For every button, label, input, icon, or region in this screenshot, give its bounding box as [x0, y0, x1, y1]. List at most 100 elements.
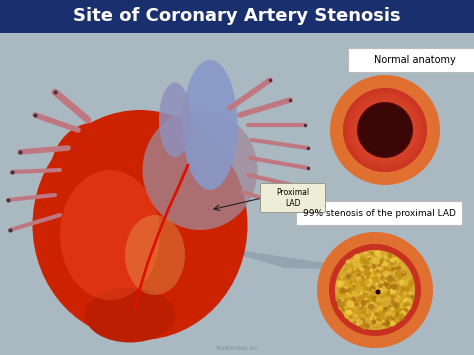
- Polygon shape: [205, 245, 370, 270]
- Circle shape: [406, 302, 410, 307]
- Circle shape: [374, 320, 377, 323]
- Circle shape: [372, 294, 375, 298]
- Circle shape: [397, 304, 402, 309]
- Circle shape: [375, 290, 379, 295]
- Ellipse shape: [182, 60, 237, 190]
- Circle shape: [398, 313, 404, 319]
- Circle shape: [339, 289, 346, 296]
- Circle shape: [360, 291, 365, 296]
- Circle shape: [383, 271, 389, 277]
- Circle shape: [382, 310, 386, 315]
- Circle shape: [362, 309, 366, 314]
- Circle shape: [359, 285, 365, 291]
- Circle shape: [365, 307, 367, 310]
- Circle shape: [401, 294, 405, 298]
- Circle shape: [345, 280, 347, 282]
- Circle shape: [405, 286, 410, 291]
- Circle shape: [347, 279, 349, 281]
- Circle shape: [350, 288, 356, 295]
- Circle shape: [374, 291, 377, 294]
- Circle shape: [383, 282, 388, 286]
- Circle shape: [383, 317, 388, 322]
- Circle shape: [360, 320, 366, 326]
- Circle shape: [362, 294, 367, 299]
- Circle shape: [365, 281, 371, 287]
- Circle shape: [395, 271, 398, 274]
- Circle shape: [393, 270, 400, 276]
- Circle shape: [338, 280, 342, 284]
- Circle shape: [399, 294, 401, 296]
- Circle shape: [359, 304, 362, 307]
- Circle shape: [392, 260, 397, 265]
- Circle shape: [362, 286, 368, 292]
- Circle shape: [356, 321, 362, 327]
- Circle shape: [347, 266, 352, 271]
- Circle shape: [393, 279, 395, 282]
- Circle shape: [376, 318, 381, 323]
- Circle shape: [396, 318, 399, 322]
- Circle shape: [343, 88, 427, 172]
- Circle shape: [401, 288, 407, 295]
- Circle shape: [346, 311, 349, 314]
- Circle shape: [343, 276, 349, 282]
- Circle shape: [375, 279, 378, 282]
- Circle shape: [346, 263, 352, 269]
- Circle shape: [377, 273, 381, 277]
- Circle shape: [356, 262, 362, 268]
- Circle shape: [380, 263, 382, 266]
- Circle shape: [356, 276, 362, 282]
- Circle shape: [372, 254, 375, 257]
- Circle shape: [347, 308, 352, 313]
- Circle shape: [391, 294, 394, 297]
- Circle shape: [341, 293, 347, 299]
- Circle shape: [371, 297, 374, 301]
- Circle shape: [392, 303, 395, 307]
- Circle shape: [393, 298, 396, 300]
- Circle shape: [394, 303, 400, 309]
- Circle shape: [344, 267, 348, 271]
- Circle shape: [317, 232, 433, 348]
- Circle shape: [390, 257, 395, 263]
- Circle shape: [375, 297, 381, 302]
- Circle shape: [337, 296, 342, 301]
- Circle shape: [387, 253, 392, 258]
- FancyBboxPatch shape: [0, 0, 474, 33]
- Circle shape: [352, 313, 356, 316]
- Circle shape: [357, 102, 413, 158]
- Circle shape: [388, 254, 392, 258]
- Circle shape: [367, 279, 372, 284]
- Circle shape: [387, 290, 392, 295]
- Circle shape: [408, 279, 414, 285]
- Circle shape: [363, 305, 370, 311]
- Circle shape: [409, 283, 412, 286]
- Circle shape: [373, 302, 377, 306]
- Circle shape: [376, 305, 378, 307]
- Circle shape: [338, 289, 345, 296]
- Circle shape: [348, 280, 350, 282]
- Circle shape: [403, 271, 405, 273]
- Circle shape: [370, 315, 373, 317]
- Circle shape: [363, 300, 368, 306]
- Circle shape: [403, 308, 408, 313]
- Circle shape: [389, 313, 391, 316]
- Circle shape: [382, 285, 386, 289]
- Circle shape: [364, 252, 367, 255]
- Circle shape: [378, 259, 383, 265]
- Circle shape: [361, 322, 368, 329]
- Circle shape: [355, 277, 357, 280]
- Circle shape: [368, 314, 372, 318]
- Circle shape: [355, 100, 415, 160]
- Circle shape: [361, 309, 365, 313]
- Circle shape: [388, 315, 394, 321]
- FancyBboxPatch shape: [261, 184, 326, 213]
- Ellipse shape: [125, 215, 185, 295]
- Circle shape: [360, 300, 366, 306]
- Circle shape: [352, 282, 356, 285]
- Circle shape: [390, 292, 397, 299]
- Circle shape: [369, 272, 375, 278]
- Circle shape: [342, 302, 346, 306]
- Circle shape: [401, 295, 406, 300]
- Circle shape: [361, 307, 364, 310]
- Circle shape: [364, 269, 367, 272]
- Circle shape: [384, 306, 389, 311]
